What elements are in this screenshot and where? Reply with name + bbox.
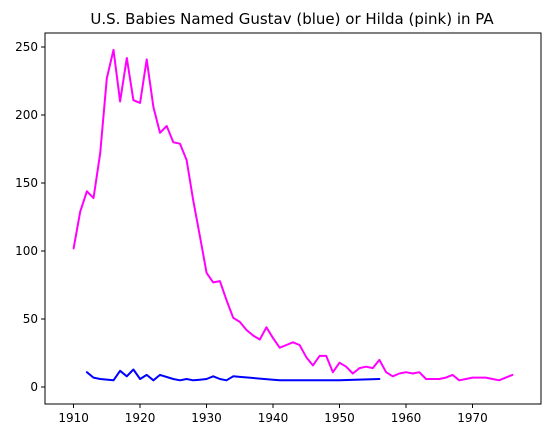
x-tick-label: 1920 [125,411,156,425]
x-tick-label: 1970 [457,411,488,425]
series-line-1 [85,368,381,382]
x-tick-label: 1950 [324,411,355,425]
y-tick-label: 0 [30,380,38,394]
y-tick-label: 100 [15,244,38,258]
x-tick-label: 1910 [58,411,89,425]
plot-area: 1910 1920 1930 1940 1950 1960 1970 0 50 100 150 200… [15,32,542,425]
plot-frame [44,32,542,405]
x-tick-label: 1930 [191,411,222,425]
y-tick-label: 200 [15,108,38,122]
x-tick-label: 1960 [391,411,422,425]
chart-title: U.S. Babies Named Gustav (blue) or Hilda… [90,10,494,28]
y-tick-label: 50 [23,312,38,326]
series-line-2 [72,48,514,382]
x-tick-label: 1940 [258,411,289,425]
y-tick-label: 150 [15,176,38,190]
y-tick-label: 250 [15,40,38,54]
